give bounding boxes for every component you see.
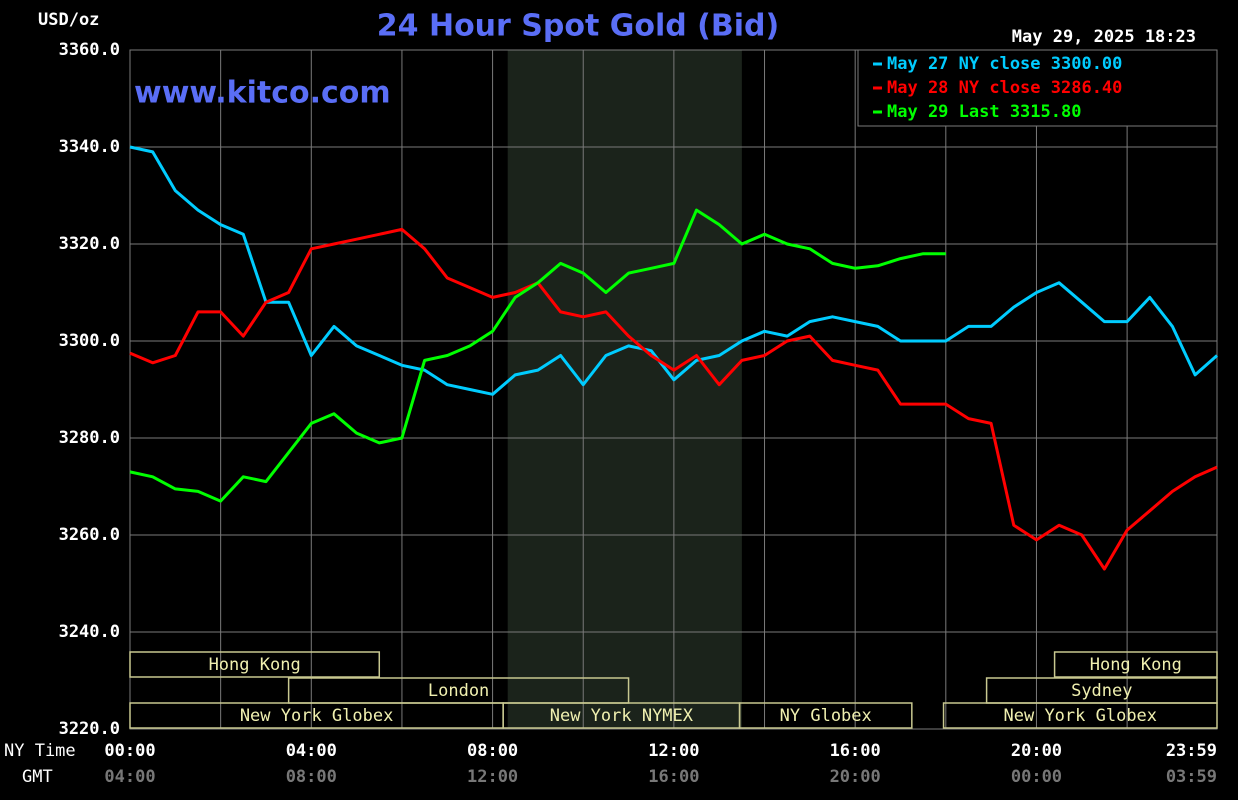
shaded-session	[507, 50, 742, 729]
session-label: NY Globex	[780, 706, 872, 726]
session-box	[129, 651, 381, 678]
x2-tick-label: 04:00	[104, 767, 155, 787]
session-box	[942, 702, 1218, 729]
y-tick-label: 3360.0	[59, 40, 120, 60]
session-label: London	[428, 681, 489, 701]
legend-label: May 27 NY close 3300.00	[887, 54, 1122, 74]
plot-frame	[129, 49, 1218, 730]
chart-title: 24 Hour Spot Gold (Bid)	[377, 9, 779, 44]
session-label: New York Globex	[1004, 706, 1158, 726]
legend-box	[857, 49, 1218, 127]
x2-tick-label: 00:00	[1011, 767, 1062, 787]
x2-tick-label: 12:00	[467, 767, 518, 787]
y-tick-label: 3240.0	[59, 622, 120, 642]
session-box	[738, 702, 913, 729]
x2-tick-label: 20:00	[830, 767, 881, 787]
y-tick-label: 3280.0	[59, 428, 120, 448]
y-tick-label: 3340.0	[59, 137, 120, 157]
x-tick-label: 20:00	[1011, 741, 1062, 761]
series-line	[129, 227, 1218, 571]
legend-label: May 29 Last 3315.80	[887, 102, 1081, 122]
x-axis-label: NY Time	[4, 741, 76, 761]
x-tick-label: 12:00	[648, 741, 699, 761]
session-label: New York NYMEX	[550, 706, 694, 726]
x2-tick-label: 08:00	[286, 767, 337, 787]
x2-tick-label: 16:00	[648, 767, 699, 787]
session-box	[1053, 651, 1218, 678]
x-tick-label: 04:00	[286, 741, 337, 761]
series-line	[129, 145, 1218, 396]
x-tick-label: 16:00	[830, 741, 881, 761]
y-axis-label: USD/oz	[38, 10, 99, 30]
y-tick-label: 3300.0	[59, 331, 120, 351]
session-label: Hong Kong	[209, 655, 301, 675]
timestamp: May 29, 2025 18:23	[1012, 27, 1196, 47]
x-tick-label: 00:00	[104, 741, 155, 761]
session-label: Sydney	[1071, 681, 1132, 701]
y-tick-label: 3260.0	[59, 525, 120, 545]
x-tick-label: 08:00	[467, 741, 518, 761]
y-tick-label: 3220.0	[59, 719, 120, 739]
y-tick-label: 3320.0	[59, 234, 120, 254]
session-label: Hong Kong	[1090, 655, 1182, 675]
x2-tick-label: 03:59	[1166, 767, 1217, 787]
series-line	[129, 208, 946, 503]
x-tick-label: 23:59	[1166, 741, 1217, 761]
x2-axis-label: GMT	[22, 767, 53, 787]
legend-label: May 28 NY close 3286.40	[887, 78, 1122, 98]
session-label: New York Globex	[240, 706, 394, 726]
watermark: www.kitco.com	[134, 76, 391, 111]
